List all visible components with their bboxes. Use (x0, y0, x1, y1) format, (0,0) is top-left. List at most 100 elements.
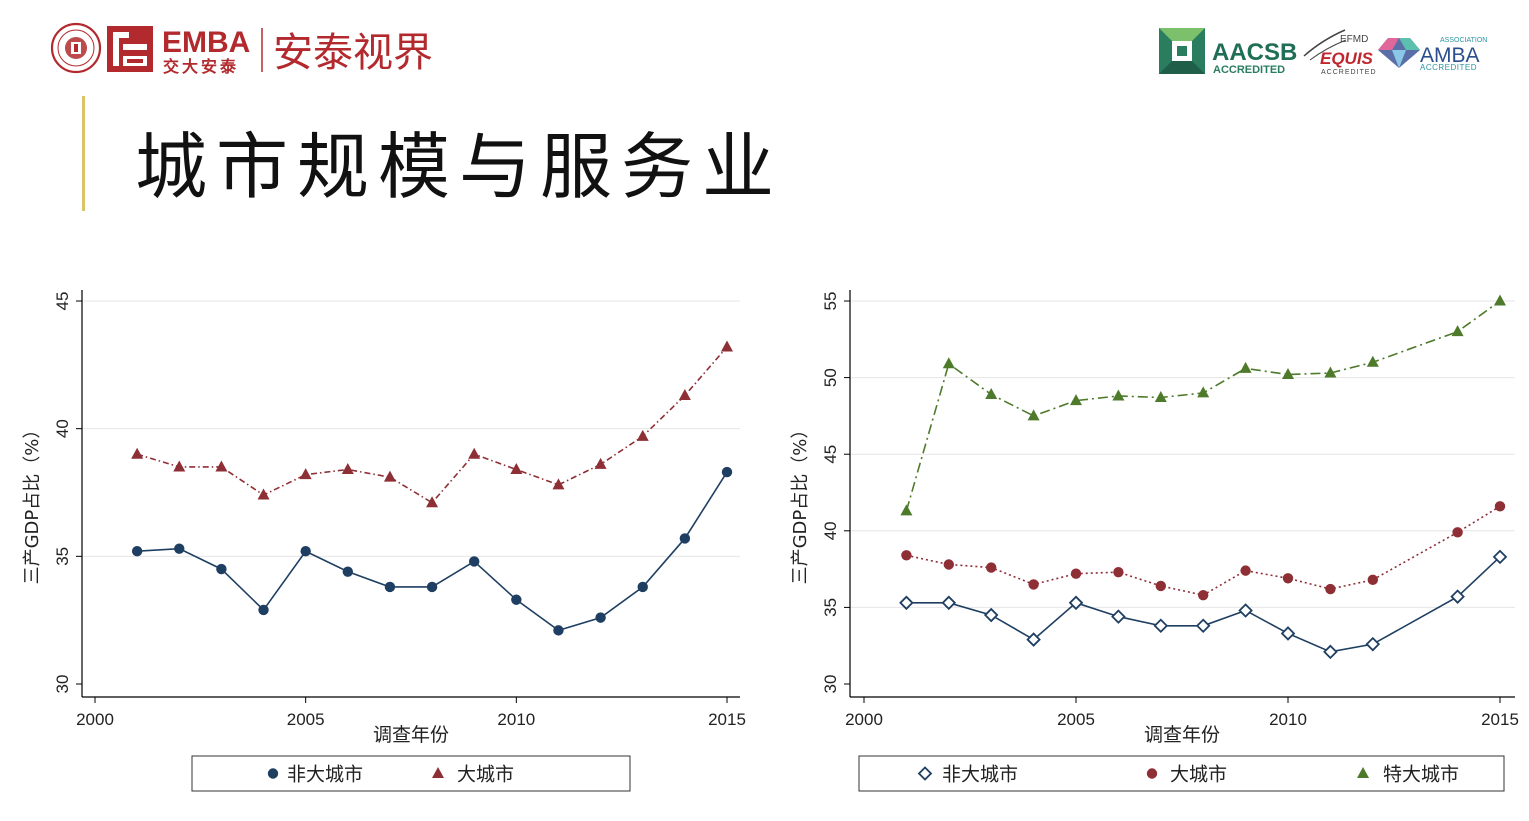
data-point (1494, 501, 1506, 512)
page-title: 城市规模与服务业 (135, 125, 784, 209)
legend-label: 大城市 (457, 764, 514, 786)
legend-marker (1357, 767, 1369, 778)
data-point (342, 566, 353, 577)
data-point (215, 460, 228, 472)
data-point (1282, 368, 1294, 380)
brand-main-text: EMBA (162, 26, 250, 59)
series-非大城市 (131, 466, 733, 636)
x-tick-label: 2005 (1057, 710, 1095, 729)
legend-box (858, 755, 1505, 792)
y-tick-label: 40 (821, 521, 840, 540)
data-point (258, 604, 269, 616)
y-tick-label: 45 (821, 445, 840, 464)
data-point (426, 581, 438, 593)
data-point (595, 612, 606, 623)
equis-logo (1303, 29, 1347, 61)
x-tick-label: 2010 (1269, 710, 1307, 729)
aacsb-logo (1159, 28, 1205, 74)
header-graphics: EMBA 交大安泰 安泰视界 AACSB ACCREDITED EFMD EQU… (50, 22, 1487, 76)
data-point (469, 556, 480, 567)
legend-label: 特大城市 (1383, 764, 1459, 786)
data-point (1367, 574, 1379, 586)
y-tick-label: 30 (53, 675, 72, 694)
amba-sub: ACCREDITED (1420, 63, 1477, 72)
legend-box (191, 755, 631, 792)
data-point (1325, 583, 1336, 595)
y-tick-label: 35 (821, 598, 840, 617)
legend: 非大城市 大城市 (191, 755, 631, 792)
data-point (1492, 549, 1508, 565)
data-point (985, 387, 998, 399)
data-point (1028, 579, 1039, 590)
data-point (1026, 632, 1041, 647)
amba-name: AMBA (1420, 44, 1480, 67)
data-point (131, 546, 143, 557)
legend-label: 非大城市 (942, 764, 1018, 786)
y-tick-label: 50 (821, 368, 840, 387)
data-point (1070, 394, 1082, 406)
equis-sub: ACCREDITED (1321, 69, 1377, 76)
series-大城市 (131, 340, 733, 508)
data-point (1154, 391, 1167, 403)
data-point (636, 429, 649, 441)
y-axis-label: 三产GDP占比（%） (22, 421, 43, 585)
data-point (721, 466, 733, 478)
data-point (900, 504, 913, 516)
data-point (383, 470, 396, 482)
brand-slogan-text: 安泰视界 (273, 30, 433, 76)
data-point (426, 496, 439, 508)
data-point (1113, 566, 1124, 578)
legend-marker (917, 766, 933, 781)
x-tick-label: 2015 (1481, 710, 1519, 729)
data-point (1324, 366, 1337, 378)
data-point (341, 463, 354, 475)
data-point (511, 594, 522, 605)
data-point (983, 607, 999, 623)
data-point (1068, 595, 1084, 611)
legend-marker (432, 767, 444, 778)
data-point (1197, 386, 1210, 398)
data-point (1027, 409, 1040, 421)
data-point (1239, 361, 1252, 373)
aacsb-sub: ACCREDITED (1213, 64, 1285, 76)
series-特大城市 (900, 294, 1506, 516)
data-point (1366, 355, 1379, 367)
x-tick-label: 2000 (76, 710, 114, 729)
data-point (679, 533, 691, 544)
amba-diamond-logo (1378, 38, 1420, 68)
data-point (943, 559, 954, 570)
legend-label: 非大城市 (287, 764, 363, 786)
university-seal-logo (50, 22, 102, 74)
data-point (1195, 618, 1211, 634)
series-line (906, 556, 1501, 653)
data-point (637, 581, 648, 593)
data-point (1070, 568, 1082, 579)
y-tick-label: 40 (53, 419, 72, 438)
data-point (300, 546, 311, 557)
title-accent-bar (82, 96, 85, 211)
data-point (552, 478, 565, 490)
y-tick-label: 55 (821, 292, 840, 311)
series-line (906, 505, 1501, 596)
brand-sub-text: 交大安泰 (163, 57, 239, 76)
data-point (942, 357, 955, 369)
legend-label: 大城市 (1170, 764, 1227, 786)
data-point (173, 460, 186, 472)
series-大城市 (901, 501, 1506, 601)
data-point (257, 488, 270, 500)
data-point (901, 550, 912, 561)
data-point (1450, 589, 1465, 604)
data-point (1494, 294, 1506, 306)
y-tick-label: 35 (53, 547, 72, 566)
series-line (905, 300, 1501, 512)
data-point (1452, 527, 1463, 538)
data-point (1238, 603, 1253, 618)
data-point (941, 595, 957, 611)
data-point (1323, 644, 1338, 660)
data-point (553, 625, 564, 636)
x-axis-label: 调查年份 (1144, 724, 1220, 746)
amba-top: ASSOCIATION (1440, 37, 1487, 44)
data-point (1280, 626, 1296, 641)
y-axis-label: 三产GDP占比（%） (790, 421, 811, 585)
